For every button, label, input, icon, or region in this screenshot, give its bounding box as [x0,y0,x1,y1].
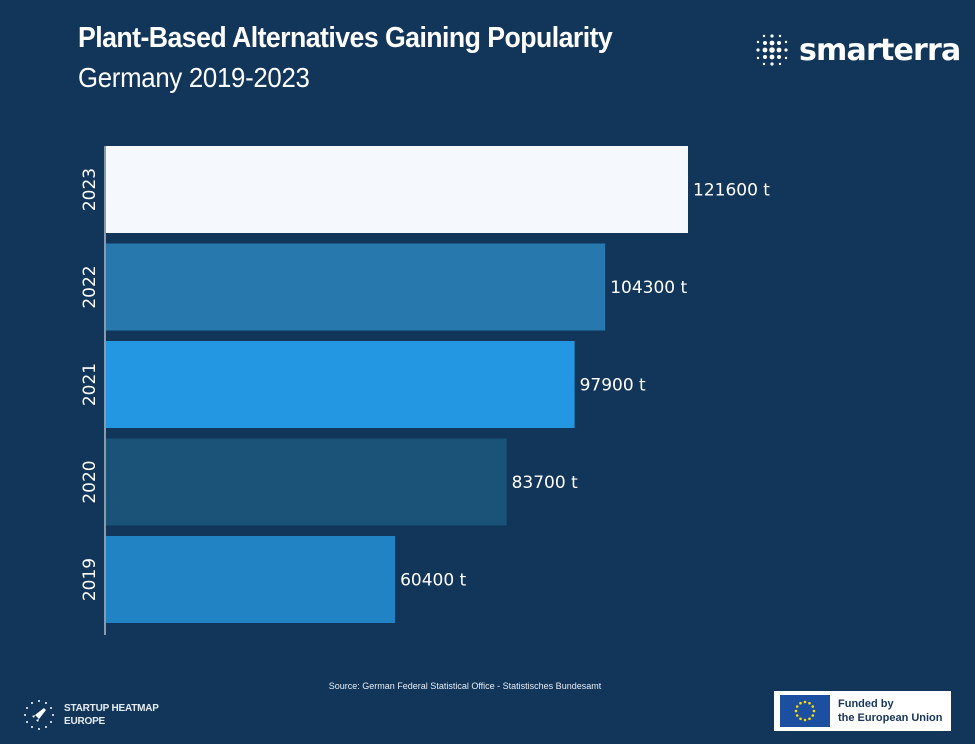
eu-star [811,714,815,717]
startup-heatmap-logo: STARTUP HEATMAP EUROPE [22,698,159,732]
eu-star [795,705,799,708]
bar-2021 [106,341,575,428]
eu-star [808,717,811,721]
startup-heatmap-text: STARTUP HEATMAP EUROPE [64,702,159,728]
data-label-2022: 104300 t [610,278,687,298]
y-tick-label-2022: 2022 [80,265,100,308]
y-tick-label-2021: 2021 [80,363,100,406]
eu-star [808,701,811,705]
eu-star [812,709,816,713]
eu-line-2: the European Union [838,712,943,724]
data-label-2020: 83700 t [512,473,578,493]
heatmap-line-1: STARTUP HEATMAP [64,703,159,714]
bar-2019 [106,536,396,623]
eu-star [799,717,802,721]
source-note: Source: German Federal Statistical Offic… [328,681,602,691]
dot-grid-icon [756,34,788,66]
heatmap-line-2: EUROPE [64,716,106,727]
y-tick-label-2019: 2019 [80,558,100,601]
rocket-icon [24,700,54,730]
bar-2022 [106,243,606,331]
brand-logo: smarterra [755,30,961,70]
data-label-2023: 121600 t [693,181,770,201]
eu-star [799,701,802,705]
chart-title: Plant-Based Alternatives Gaining Popular… [78,22,613,54]
eu-star [811,705,815,708]
y-tick-label-2020: 2020 [80,460,100,503]
chart-subtitle: Germany 2019-2023 [78,62,310,93]
bar-2020 [106,438,507,526]
eu-star [795,714,799,717]
eu-funding-badge: Funded by the European Union [774,691,951,731]
data-label-2019: 60400 t [400,571,466,591]
data-label-2021: 97900 t [580,376,646,396]
eu-funding-text: Funded by the European Union [838,697,943,725]
eu-line-1: Funded by [838,698,894,710]
eu-flag-icon [780,695,830,727]
eu-star [803,718,807,722]
y-tick-label-2023: 2023 [80,168,100,211]
bar-2023 [106,146,688,233]
brand-name: smarterra [799,32,961,68]
eu-star [803,700,807,704]
eu-star [794,709,798,713]
